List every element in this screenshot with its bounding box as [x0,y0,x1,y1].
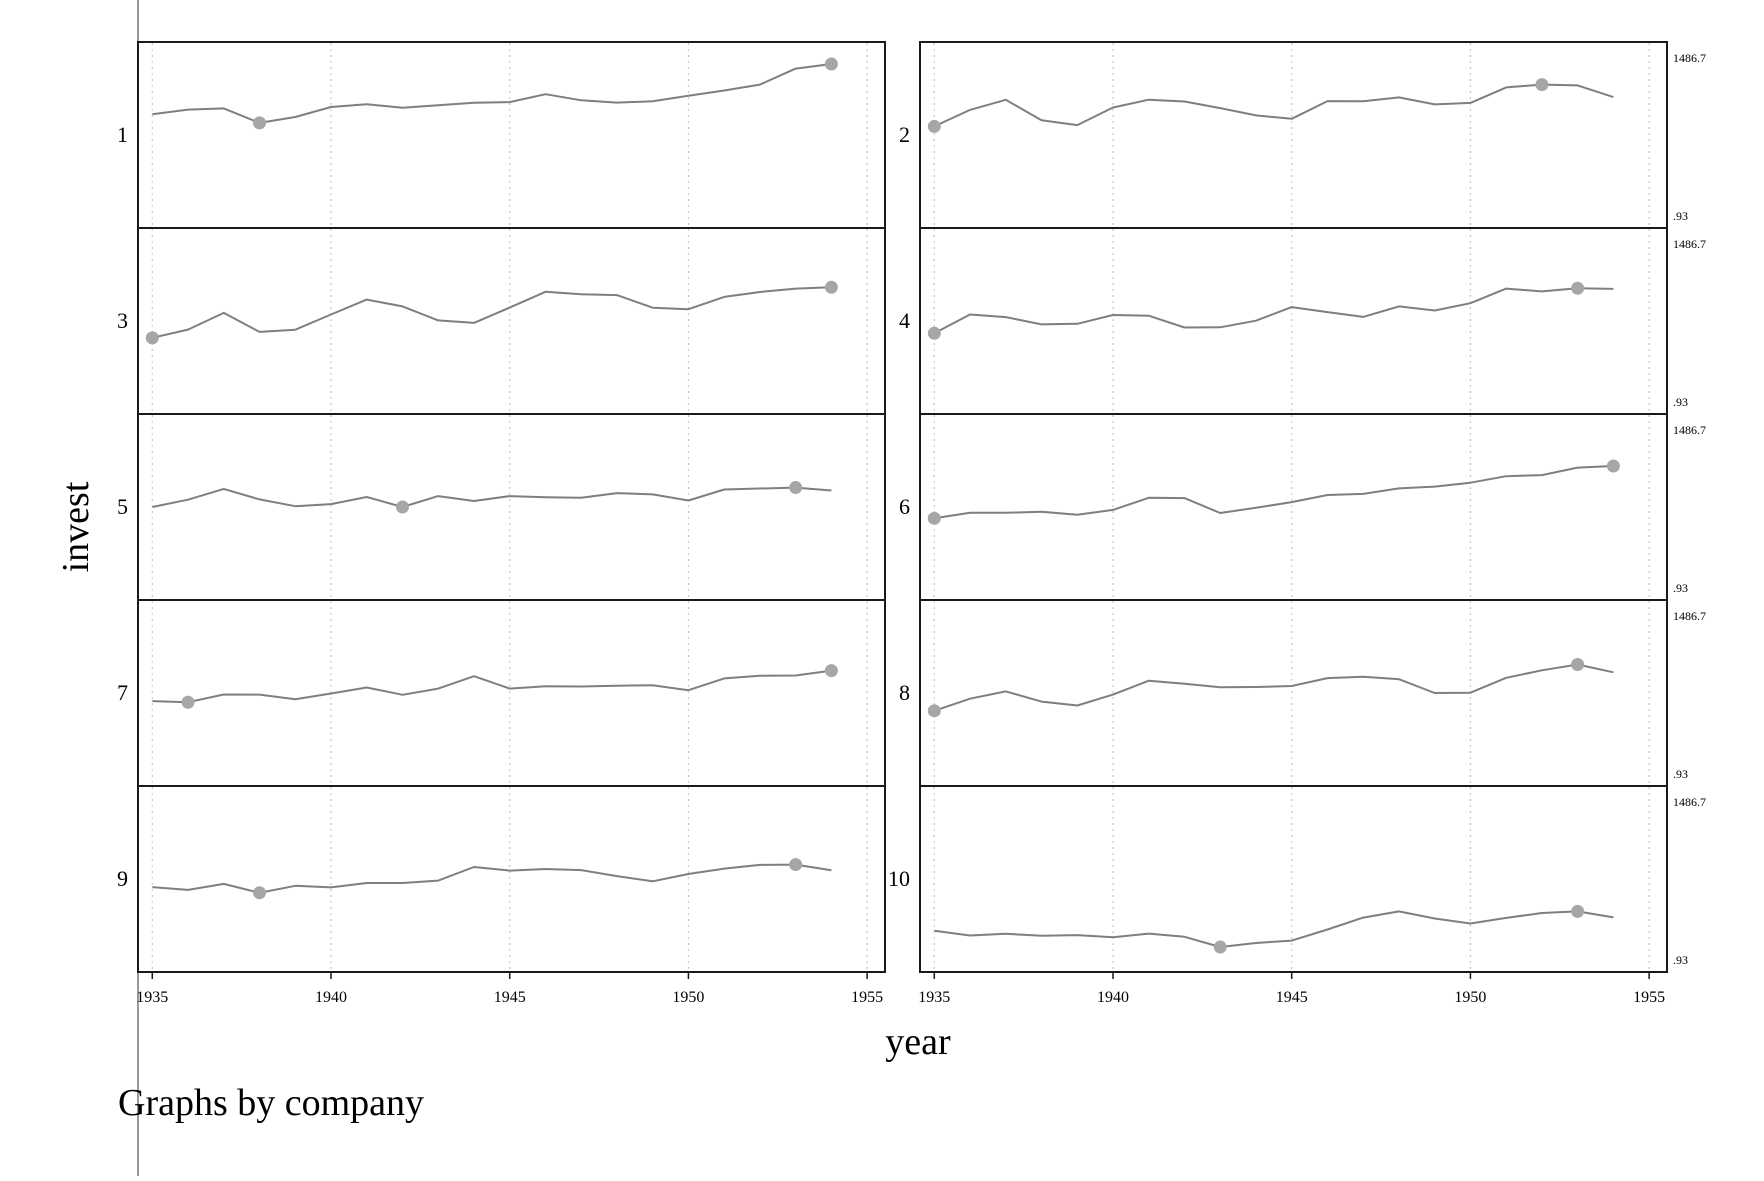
panel-frame [919,785,1668,973]
series-line [152,63,832,124]
series-line [152,669,832,704]
range-min-label: .93 [1673,953,1688,967]
panel-label: 3 [117,308,128,333]
panel-7: 7 [117,599,886,787]
series-line [152,863,832,894]
x-tick-label-1955: 1955 [851,989,883,1006]
range-max-label: 1486.7 [1673,609,1706,623]
series-line [152,286,832,339]
marker-point-1935 [927,326,941,340]
panel-frame [137,785,886,973]
marker-point-1952 [1535,78,1549,92]
marker-point-1938 [253,116,267,130]
panel-3: 3 [117,227,886,415]
marker-point-1954 [824,664,838,678]
panels: 1 2 1486.7 .93 3 4 1486.7 .93 5 6 1486.7 .93 7 8 1486.… [117,41,1706,1006]
panel-label: 1 [117,122,128,147]
panel-label: 8 [899,680,910,705]
panel-10: 10 1486.7 .93 [888,785,1706,973]
series-line [934,910,1614,948]
range-max-label: 1486.7 [1673,795,1706,809]
series-line [933,663,1614,712]
panel-5: 5 [117,413,886,601]
series-line [933,83,1614,128]
x-tick-label-1940: 1940 [315,989,347,1006]
x-tick-label-1935: 1935 [918,989,950,1006]
marker-point-1953 [789,481,803,495]
series-line [933,287,1614,335]
marker-point-1936 [181,695,195,709]
y-axis-title: invest [55,481,97,572]
range-min-label: .93 [1673,209,1688,223]
panel-9: 9 [117,785,886,973]
range-min-label: .93 [1673,581,1688,595]
series-line [934,465,1614,520]
range-min-label: .93 [1673,767,1688,781]
panel-frame [137,41,886,229]
x-axis-title: year [885,1021,951,1063]
x-tick-label-1945: 1945 [494,989,526,1006]
panel-6: 6 1486.7 .93 [899,413,1706,601]
panel-8: 8 1486.7 .93 [899,599,1706,787]
x-tick-label-1935: 1935 [136,989,168,1006]
x-axis-2: 1935 1940 1945 1950 1955 [918,972,1665,1006]
panel-frame [919,413,1668,601]
marker-point-1954 [824,57,838,71]
panel-frame [919,227,1668,415]
marker-point-1953 [1571,657,1585,671]
marker-point-1935 [927,704,941,718]
marker-point-1935 [145,331,159,345]
marker-point-1935 [927,511,941,525]
panel-label: 9 [117,866,128,891]
x-tick-label-1955: 1955 [1633,989,1665,1006]
panel-label: 2 [899,122,910,147]
panel-frame [137,413,886,601]
panel-frame [137,599,886,787]
series-line [152,486,832,508]
panel-label: 4 [899,308,910,333]
panel-label: 6 [899,494,910,519]
range-max-label: 1486.7 [1673,237,1706,251]
marker-point-1953 [1571,281,1585,295]
panel-4: 4 1486.7 .93 [899,227,1706,415]
panel-label: 10 [888,866,910,891]
x-tick-label-1940: 1940 [1097,989,1129,1006]
range-max-label: 1486.7 [1673,423,1706,437]
panel-label: 7 [117,680,128,705]
panel-1: 1 [117,41,886,229]
panel-frame [137,227,886,415]
marker-point-1953 [1571,904,1585,918]
marker-point-1942 [395,500,409,514]
panel-frame [919,41,1668,229]
panel-label: 5 [117,494,128,519]
marker-point-1953 [789,858,803,872]
panel-2: 2 1486.7 .93 [899,41,1706,229]
range-min-label: .93 [1673,395,1688,409]
marker-point-1938 [253,886,267,900]
marker-point-1954 [1606,459,1620,473]
x-tick-label-1950: 1950 [1454,989,1486,1006]
marker-point-1935 [927,119,941,133]
range-max-label: 1486.7 [1673,51,1706,65]
marker-point-1954 [824,280,838,294]
panel-frame [919,599,1668,787]
chart-note: Graphs by company [118,1082,424,1124]
x-tick-label-1950: 1950 [672,989,704,1006]
marker-point-1943 [1213,940,1227,954]
x-axis-1: 1935 1940 1945 1950 1955 [136,972,883,1006]
x-tick-label-1945: 1945 [1276,989,1308,1006]
